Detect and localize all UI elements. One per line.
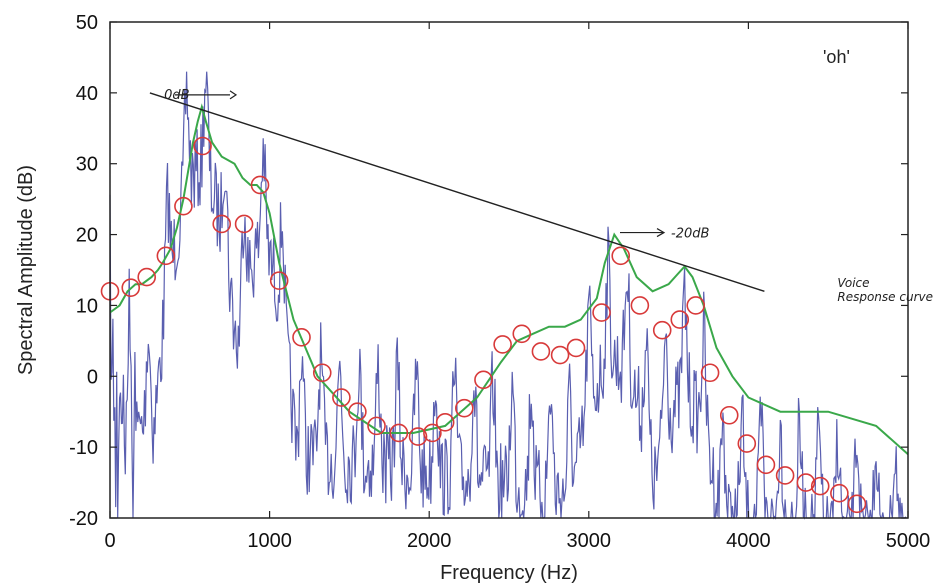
marker-point bbox=[566, 338, 586, 358]
marker-point bbox=[121, 278, 141, 298]
marker-point bbox=[174, 196, 193, 216]
marker-point bbox=[367, 416, 386, 436]
marker-point bbox=[474, 370, 493, 390]
marker-point bbox=[719, 405, 739, 425]
plot-layer bbox=[100, 71, 909, 520]
marker-point bbox=[550, 345, 570, 365]
marker-point bbox=[830, 483, 849, 503]
x-tick-label: 2000 bbox=[407, 530, 452, 552]
marker-point bbox=[493, 335, 512, 354]
marker-point bbox=[332, 388, 351, 407]
tick-layer: 0 1000 2000 3000 4000 5000 -20 -10 0 10 20 30 40 50 bbox=[69, 12, 930, 552]
marker-point bbox=[686, 296, 706, 315]
plot-frame bbox=[109, 21, 909, 519]
y-tick-label: 0 bbox=[87, 366, 98, 388]
y-tick-label: -20 bbox=[69, 508, 98, 530]
zero-db-arrowhead bbox=[229, 90, 238, 100]
marker-point bbox=[312, 363, 332, 383]
response-curve-label: Response curve bbox=[837, 290, 933, 304]
marker-point bbox=[630, 296, 650, 315]
marker-point bbox=[756, 455, 776, 475]
x-tick-label: 1000 bbox=[247, 530, 292, 552]
marker-point bbox=[212, 214, 232, 234]
marker-point bbox=[847, 494, 867, 514]
vowel-label: 'oh' bbox=[823, 47, 850, 67]
spectrum-line bbox=[109, 71, 907, 520]
envelope-line bbox=[109, 103, 909, 455]
marker-point bbox=[423, 423, 442, 443]
marker-point bbox=[348, 402, 367, 422]
marker-point bbox=[611, 246, 631, 266]
marker-point bbox=[269, 271, 289, 290]
marker-point bbox=[250, 175, 270, 195]
x-tick-label: 3000 bbox=[567, 530, 612, 552]
marker-point bbox=[455, 398, 474, 418]
y-tick-label: 40 bbox=[76, 83, 98, 105]
x-axis-label: Frequency (Hz) bbox=[440, 562, 578, 583]
marker-point bbox=[156, 246, 176, 266]
marker-point bbox=[652, 320, 672, 340]
y-tick-label: 10 bbox=[76, 295, 98, 317]
x-tick-label: 4000 bbox=[726, 530, 771, 552]
marker-point bbox=[670, 310, 690, 329]
marker-point bbox=[700, 363, 720, 383]
marker-point bbox=[531, 342, 551, 361]
minus-twenty-db-arrowhead bbox=[656, 228, 666, 238]
x-tick-label: 0 bbox=[104, 530, 115, 552]
marker-point bbox=[592, 303, 611, 322]
x-tick-label: 5000 bbox=[886, 530, 931, 552]
marker-point bbox=[435, 413, 455, 432]
y-tick-label: 50 bbox=[76, 12, 98, 34]
zero-db-label: 0dB bbox=[164, 88, 190, 103]
marker-point bbox=[810, 476, 830, 496]
marker-point bbox=[775, 466, 795, 485]
marker-point bbox=[512, 324, 532, 344]
marker-point bbox=[137, 267, 157, 287]
marker-point bbox=[193, 136, 212, 156]
y-axis-label: Spectral Amplitude (dB) bbox=[15, 165, 37, 375]
y-tick-label: 20 bbox=[76, 225, 98, 247]
marker-point bbox=[292, 328, 311, 347]
marker-point bbox=[796, 473, 816, 492]
marker-point bbox=[389, 423, 409, 443]
marker-point bbox=[234, 214, 254, 234]
y-tick-label: -10 bbox=[69, 437, 98, 459]
voice-response-line bbox=[149, 92, 765, 292]
y-tick-label: 30 bbox=[76, 154, 98, 176]
voice-label: Voice bbox=[837, 276, 869, 290]
marker-point bbox=[737, 434, 757, 453]
minus-twenty-db-label: -20dB bbox=[671, 227, 709, 242]
marker-point bbox=[408, 427, 428, 446]
